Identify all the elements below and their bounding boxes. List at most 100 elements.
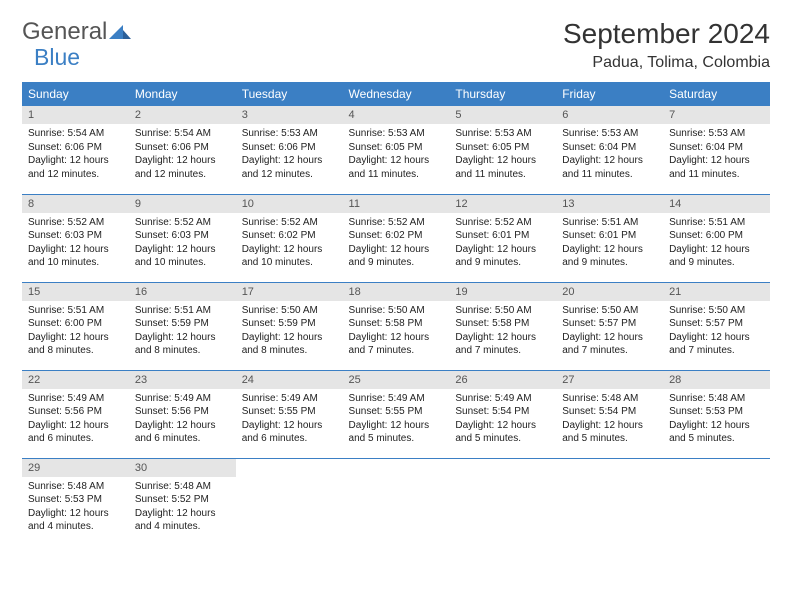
- calendar-cell: 8Sunrise: 5:52 AMSunset: 6:03 PMDaylight…: [22, 194, 129, 282]
- day-number: 16: [129, 283, 236, 301]
- day-body: Sunrise: 5:51 AMSunset: 6:00 PMDaylight:…: [663, 213, 770, 276]
- day-number: 15: [22, 283, 129, 301]
- calendar-cell: 2Sunrise: 5:54 AMSunset: 6:06 PMDaylight…: [129, 106, 236, 194]
- calendar-cell: 4Sunrise: 5:53 AMSunset: 6:05 PMDaylight…: [343, 106, 450, 194]
- day-body: Sunrise: 5:50 AMSunset: 5:57 PMDaylight:…: [556, 301, 663, 364]
- calendar-cell: [449, 458, 556, 546]
- day-number: 7: [663, 106, 770, 124]
- day-number: 17: [236, 283, 343, 301]
- brand-part2: Blue: [34, 44, 80, 71]
- day-body: Sunrise: 5:52 AMSunset: 6:02 PMDaylight:…: [236, 213, 343, 276]
- brand-logo: General: [22, 18, 133, 46]
- day-number: 26: [449, 371, 556, 389]
- day-number: 3: [236, 106, 343, 124]
- calendar-row: 8Sunrise: 5:52 AMSunset: 6:03 PMDaylight…: [22, 194, 770, 282]
- weekday-header-row: Sunday Monday Tuesday Wednesday Thursday…: [22, 82, 770, 106]
- calendar-cell: 26Sunrise: 5:49 AMSunset: 5:54 PMDayligh…: [449, 370, 556, 458]
- day-body: Sunrise: 5:54 AMSunset: 6:06 PMDaylight:…: [22, 124, 129, 187]
- day-number: 12: [449, 195, 556, 213]
- day-number: 6: [556, 106, 663, 124]
- day-body: Sunrise: 5:52 AMSunset: 6:02 PMDaylight:…: [343, 213, 450, 276]
- day-body: Sunrise: 5:49 AMSunset: 5:55 PMDaylight:…: [343, 389, 450, 452]
- calendar-cell: 29Sunrise: 5:48 AMSunset: 5:53 PMDayligh…: [22, 458, 129, 546]
- location: Padua, Tolima, Colombia: [563, 54, 770, 72]
- calendar-cell: [343, 458, 450, 546]
- day-body: Sunrise: 5:48 AMSunset: 5:54 PMDaylight:…: [556, 389, 663, 452]
- weekday-header: Monday: [129, 82, 236, 106]
- day-number: 13: [556, 195, 663, 213]
- day-body: Sunrise: 5:53 AMSunset: 6:05 PMDaylight:…: [343, 124, 450, 187]
- day-body: Sunrise: 5:49 AMSunset: 5:54 PMDaylight:…: [449, 389, 556, 452]
- day-body: Sunrise: 5:48 AMSunset: 5:53 PMDaylight:…: [663, 389, 770, 452]
- weekday-header: Tuesday: [236, 82, 343, 106]
- calendar-row: 15Sunrise: 5:51 AMSunset: 6:00 PMDayligh…: [22, 282, 770, 370]
- calendar-cell: 15Sunrise: 5:51 AMSunset: 6:00 PMDayligh…: [22, 282, 129, 370]
- day-number: 22: [22, 371, 129, 389]
- month-title: September 2024: [563, 18, 770, 50]
- calendar-cell: 23Sunrise: 5:49 AMSunset: 5:56 PMDayligh…: [129, 370, 236, 458]
- day-number: 21: [663, 283, 770, 301]
- calendar-cell: 27Sunrise: 5:48 AMSunset: 5:54 PMDayligh…: [556, 370, 663, 458]
- weekday-header: Friday: [556, 82, 663, 106]
- calendar-cell: 7Sunrise: 5:53 AMSunset: 6:04 PMDaylight…: [663, 106, 770, 194]
- day-number: 11: [343, 195, 450, 213]
- day-body: Sunrise: 5:52 AMSunset: 6:03 PMDaylight:…: [22, 213, 129, 276]
- day-number: 29: [22, 459, 129, 477]
- day-body: Sunrise: 5:52 AMSunset: 6:01 PMDaylight:…: [449, 213, 556, 276]
- calendar-cell: 28Sunrise: 5:48 AMSunset: 5:53 PMDayligh…: [663, 370, 770, 458]
- day-body: Sunrise: 5:48 AMSunset: 5:52 PMDaylight:…: [129, 477, 236, 540]
- day-body: Sunrise: 5:49 AMSunset: 5:55 PMDaylight:…: [236, 389, 343, 452]
- day-number: 23: [129, 371, 236, 389]
- day-number: 5: [449, 106, 556, 124]
- day-number: 9: [129, 195, 236, 213]
- day-body: Sunrise: 5:49 AMSunset: 5:56 PMDaylight:…: [22, 389, 129, 452]
- day-body: Sunrise: 5:53 AMSunset: 6:04 PMDaylight:…: [556, 124, 663, 187]
- day-number: 19: [449, 283, 556, 301]
- calendar-cell: 5Sunrise: 5:53 AMSunset: 6:05 PMDaylight…: [449, 106, 556, 194]
- calendar-cell: 1Sunrise: 5:54 AMSunset: 6:06 PMDaylight…: [22, 106, 129, 194]
- calendar-row: 22Sunrise: 5:49 AMSunset: 5:56 PMDayligh…: [22, 370, 770, 458]
- brand-part1: General: [22, 18, 107, 46]
- calendar-cell: 21Sunrise: 5:50 AMSunset: 5:57 PMDayligh…: [663, 282, 770, 370]
- calendar-cell: 17Sunrise: 5:50 AMSunset: 5:59 PMDayligh…: [236, 282, 343, 370]
- calendar-row: 29Sunrise: 5:48 AMSunset: 5:53 PMDayligh…: [22, 458, 770, 546]
- calendar-cell: 10Sunrise: 5:52 AMSunset: 6:02 PMDayligh…: [236, 194, 343, 282]
- day-body: Sunrise: 5:50 AMSunset: 5:58 PMDaylight:…: [343, 301, 450, 364]
- calendar-cell: 30Sunrise: 5:48 AMSunset: 5:52 PMDayligh…: [129, 458, 236, 546]
- day-number: 27: [556, 371, 663, 389]
- day-number: 24: [236, 371, 343, 389]
- day-number: 2: [129, 106, 236, 124]
- calendar-cell: 22Sunrise: 5:49 AMSunset: 5:56 PMDayligh…: [22, 370, 129, 458]
- day-body: Sunrise: 5:51 AMSunset: 6:01 PMDaylight:…: [556, 213, 663, 276]
- calendar-cell: 13Sunrise: 5:51 AMSunset: 6:01 PMDayligh…: [556, 194, 663, 282]
- calendar-table: Sunday Monday Tuesday Wednesday Thursday…: [22, 82, 770, 546]
- day-body: Sunrise: 5:52 AMSunset: 6:03 PMDaylight:…: [129, 213, 236, 276]
- calendar-cell: 19Sunrise: 5:50 AMSunset: 5:58 PMDayligh…: [449, 282, 556, 370]
- weekday-header: Saturday: [663, 82, 770, 106]
- day-body: Sunrise: 5:49 AMSunset: 5:56 PMDaylight:…: [129, 389, 236, 452]
- day-body: Sunrise: 5:50 AMSunset: 5:57 PMDaylight:…: [663, 301, 770, 364]
- day-number: 10: [236, 195, 343, 213]
- day-body: Sunrise: 5:50 AMSunset: 5:59 PMDaylight:…: [236, 301, 343, 364]
- day-body: Sunrise: 5:51 AMSunset: 5:59 PMDaylight:…: [129, 301, 236, 364]
- calendar-cell: [556, 458, 663, 546]
- weekday-header: Wednesday: [343, 82, 450, 106]
- calendar-cell: 16Sunrise: 5:51 AMSunset: 5:59 PMDayligh…: [129, 282, 236, 370]
- day-number: 8: [22, 195, 129, 213]
- calendar-cell: 12Sunrise: 5:52 AMSunset: 6:01 PMDayligh…: [449, 194, 556, 282]
- calendar-cell: [663, 458, 770, 546]
- weekday-header: Sunday: [22, 82, 129, 106]
- calendar-cell: 14Sunrise: 5:51 AMSunset: 6:00 PMDayligh…: [663, 194, 770, 282]
- day-body: Sunrise: 5:53 AMSunset: 6:04 PMDaylight:…: [663, 124, 770, 187]
- day-number: 25: [343, 371, 450, 389]
- brand-triangle-icon: [109, 18, 131, 46]
- day-body: Sunrise: 5:53 AMSunset: 6:06 PMDaylight:…: [236, 124, 343, 187]
- day-number: 20: [556, 283, 663, 301]
- calendar-cell: 6Sunrise: 5:53 AMSunset: 6:04 PMDaylight…: [556, 106, 663, 194]
- calendar-cell: 18Sunrise: 5:50 AMSunset: 5:58 PMDayligh…: [343, 282, 450, 370]
- calendar-cell: 3Sunrise: 5:53 AMSunset: 6:06 PMDaylight…: [236, 106, 343, 194]
- day-number: 4: [343, 106, 450, 124]
- day-body: Sunrise: 5:53 AMSunset: 6:05 PMDaylight:…: [449, 124, 556, 187]
- day-body: Sunrise: 5:54 AMSunset: 6:06 PMDaylight:…: [129, 124, 236, 187]
- day-body: Sunrise: 5:50 AMSunset: 5:58 PMDaylight:…: [449, 301, 556, 364]
